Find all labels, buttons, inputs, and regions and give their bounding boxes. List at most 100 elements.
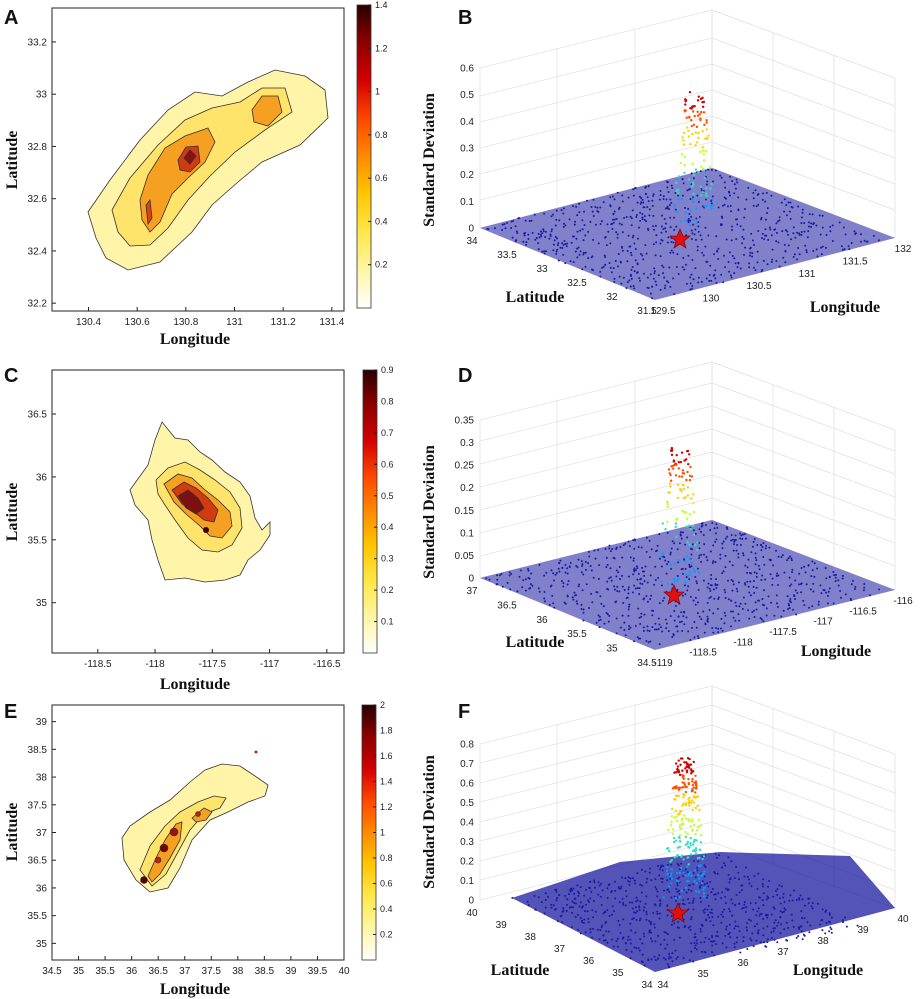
spike-point — [660, 580, 663, 583]
mesh-point — [662, 198, 665, 201]
mesh-point — [606, 909, 609, 912]
mesh-point — [745, 926, 748, 929]
mesh-point — [761, 268, 764, 271]
mesh-point — [686, 871, 689, 874]
mesh-point — [659, 193, 662, 196]
mesh-point — [812, 223, 815, 226]
mesh-point — [704, 865, 707, 868]
mesh-point — [729, 936, 732, 939]
mesh-point — [592, 215, 595, 218]
mesh-point — [618, 887, 621, 890]
mesh-point — [580, 571, 583, 574]
spike-point — [694, 832, 697, 836]
mesh-point — [766, 925, 769, 928]
mesh-point — [590, 569, 593, 572]
mesh-point — [573, 892, 576, 895]
ylabel-e: Latitude — [4, 803, 21, 862]
spike-point — [670, 877, 674, 880]
mesh-point — [773, 614, 776, 617]
mesh-point — [496, 578, 499, 581]
spike-point — [666, 500, 669, 504]
mesh-point — [689, 219, 692, 222]
mesh-point — [731, 914, 734, 917]
mesh-point — [633, 270, 636, 273]
mesh-point — [696, 612, 699, 615]
z-tick-label: 0.35 — [455, 416, 475, 427]
mesh-point — [692, 529, 695, 532]
lat-tick-label: 36 — [583, 956, 595, 967]
mesh-point — [638, 195, 641, 198]
mesh-point — [585, 888, 588, 891]
mesh-point — [667, 190, 670, 193]
mesh-point — [724, 902, 727, 905]
mesh-point — [717, 892, 720, 895]
spike-point — [704, 150, 708, 153]
spike-point — [697, 95, 700, 98]
mesh-point — [673, 619, 676, 622]
mesh-point — [616, 585, 619, 588]
spike-point — [710, 182, 713, 186]
mesh-point — [775, 240, 778, 243]
spike-point — [699, 194, 703, 197]
mesh-point — [753, 875, 756, 878]
y-tick-label: 37.5 — [28, 800, 48, 811]
spike-point — [684, 843, 688, 846]
spike-point — [684, 767, 687, 770]
mesh-point — [682, 615, 685, 618]
mesh-point — [863, 583, 866, 586]
mesh-point — [643, 935, 646, 938]
mesh-point — [689, 282, 692, 285]
mesh-point — [659, 190, 662, 193]
mesh-point — [631, 591, 634, 594]
mesh-point — [639, 938, 642, 941]
lon-tick-label: 130 — [703, 294, 720, 305]
mesh-point — [582, 608, 585, 611]
mesh-point — [685, 616, 688, 619]
mesh-point — [655, 549, 658, 552]
mesh-point — [650, 931, 653, 934]
mesh-point — [636, 636, 639, 639]
mesh-point — [731, 225, 734, 228]
mesh-point — [593, 879, 596, 882]
mesh-point — [620, 282, 623, 285]
mesh-point — [798, 233, 801, 236]
mesh-point — [632, 284, 635, 287]
mesh-point — [661, 630, 664, 633]
mesh-point — [578, 253, 581, 256]
mesh-point — [565, 910, 568, 913]
spike-point — [695, 125, 699, 129]
spike-point — [690, 475, 694, 478]
mesh-point — [728, 191, 731, 194]
mesh-point — [728, 251, 731, 254]
spike-point — [699, 118, 702, 122]
mesh-point — [670, 240, 673, 243]
mesh-point — [691, 548, 694, 551]
mesh-point — [669, 615, 672, 618]
spike-point — [681, 471, 685, 475]
mesh-point — [757, 872, 760, 875]
spike-point — [692, 823, 696, 827]
mesh-point — [732, 583, 735, 586]
mesh-point — [784, 908, 787, 911]
epicenter-star-d — [663, 584, 685, 605]
mesh-point — [649, 292, 652, 295]
mesh-point — [606, 563, 609, 566]
mesh-point — [555, 209, 558, 212]
mesh-point — [821, 214, 824, 217]
spike-point — [683, 794, 686, 797]
mesh-point — [573, 591, 576, 594]
spike-point — [675, 786, 678, 790]
z-tick-label: 0.5 — [460, 90, 474, 101]
mesh-point — [722, 281, 725, 284]
mesh-point — [527, 576, 530, 579]
mesh-point — [555, 890, 558, 893]
mesh-point — [576, 566, 579, 569]
x-tick-label: 35 — [73, 966, 85, 977]
mesh-point — [737, 613, 740, 616]
spike-point — [684, 803, 688, 807]
mesh-point — [703, 864, 706, 867]
mesh-point — [554, 908, 557, 911]
mesh-point — [657, 934, 660, 937]
mesh-point — [697, 230, 700, 233]
mesh-point — [721, 629, 724, 632]
